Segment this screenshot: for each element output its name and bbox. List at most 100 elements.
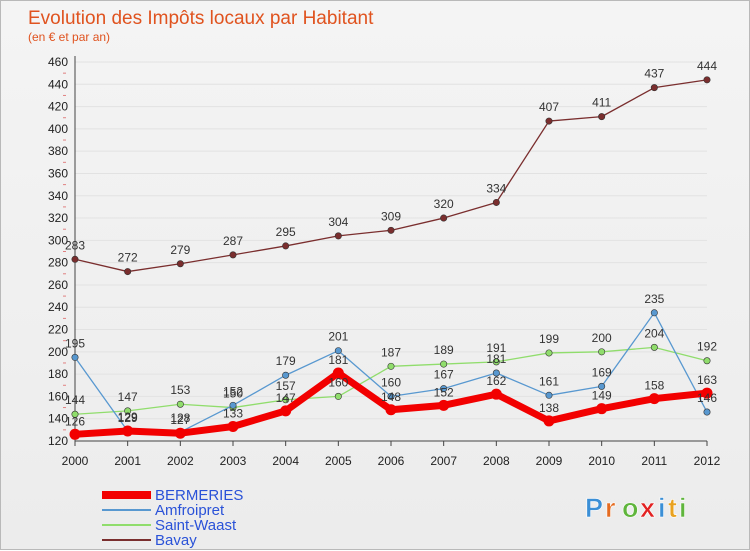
data-point (438, 399, 450, 411)
data-point (703, 408, 711, 416)
data-label: 304 (328, 215, 348, 229)
y-tick-label: 380 (48, 144, 68, 158)
data-point (545, 349, 553, 357)
legend-label: Saint-Waast (155, 517, 237, 534)
logo-letter: x (640, 493, 656, 523)
data-label: 128 (170, 411, 190, 425)
data-point (650, 84, 658, 92)
y-tick-label: 240 (48, 300, 68, 314)
data-point (492, 358, 500, 366)
y-tick-label: 300 (48, 233, 68, 247)
data-label: 169 (592, 365, 612, 379)
data-label: 320 (434, 197, 454, 211)
data-point (545, 117, 553, 125)
data-point (440, 214, 448, 222)
y-tick-label: 260 (48, 278, 68, 292)
data-point (334, 232, 342, 240)
axes: 120 140 160 180 200 220 240 260 280 300 320 340 360 3… (48, 55, 721, 468)
logo-letter: r (605, 493, 617, 523)
data-label: 201 (328, 330, 348, 344)
data-label: 153 (170, 383, 190, 397)
data-point (492, 198, 500, 206)
data-point (703, 357, 711, 365)
data-label: 309 (381, 209, 401, 223)
data-label: 146 (697, 391, 717, 405)
data-label: 144 (65, 393, 85, 407)
data-point (71, 255, 79, 263)
x-tick-label: 2007 (430, 454, 457, 468)
data-label: 161 (539, 374, 559, 388)
data-point (334, 347, 342, 355)
data-point (124, 407, 132, 415)
data-label: 235 (644, 292, 664, 306)
data-point (122, 425, 134, 437)
logo-letter: i (658, 493, 667, 523)
data-label: 129 (118, 411, 138, 425)
data-label: 204 (644, 326, 664, 340)
data-point (440, 385, 448, 393)
data-point (332, 367, 344, 379)
data-point (545, 391, 553, 399)
data-point (598, 382, 606, 390)
data-point (598, 113, 606, 121)
data-point (650, 309, 658, 317)
data-point (385, 404, 397, 416)
data-label: 444 (697, 59, 717, 73)
data-label: 199 (539, 332, 559, 346)
data-label: 181 (486, 352, 506, 366)
data-point (596, 403, 608, 415)
data-point (124, 268, 132, 276)
data-point (227, 421, 239, 433)
data-point (598, 348, 606, 356)
logo-letter: o (622, 493, 640, 523)
y-tick-label: 220 (48, 323, 68, 337)
data-label: 160 (328, 375, 348, 389)
data-point (71, 353, 79, 361)
x-tick-label: 2009 (536, 454, 563, 468)
data-label: 283 (65, 238, 85, 252)
data-point (387, 392, 395, 400)
y-tick-label: 420 (48, 100, 68, 114)
data-point (176, 400, 184, 408)
data-label: 138 (539, 401, 559, 415)
y-tick-label: 200 (48, 345, 68, 359)
data-label: 158 (644, 379, 664, 393)
y-tick-label: 320 (48, 211, 68, 225)
data-label: 147 (276, 391, 296, 405)
y-tick-label: 400 (48, 122, 68, 136)
y-tick-label: 460 (48, 55, 68, 69)
data-label: 200 (592, 331, 612, 345)
x-tick-label: 2003 (220, 454, 247, 468)
data-label: 147 (118, 390, 138, 404)
data-label: 157 (276, 379, 296, 393)
data-label: 189 (434, 343, 454, 357)
chart-title: Evolution des Impôts locaux par Habitant (28, 8, 374, 29)
legend-label: BERMERIES (155, 487, 243, 504)
data-point (282, 242, 290, 250)
x-tick-label: 2002 (167, 454, 194, 468)
x-tick-label: 2006 (378, 454, 405, 468)
data-label: 126 (65, 414, 85, 428)
data-label: 163 (697, 373, 717, 387)
data-label: 411 (592, 96, 611, 110)
data-label: 181 (328, 353, 348, 367)
x-tick-label: 2000 (62, 454, 89, 468)
data-label: 287 (223, 234, 243, 248)
data-label: 133 (223, 407, 243, 421)
data-point (492, 369, 500, 377)
legend-label: Bavay (155, 532, 197, 549)
data-label: 162 (486, 374, 506, 388)
data-label: 437 (644, 67, 664, 81)
data-label: 179 (276, 354, 296, 368)
data-label: 167 (434, 368, 454, 382)
data-point (280, 405, 292, 417)
legend-label: Amfroipret (155, 502, 225, 519)
data-point (71, 410, 79, 418)
data-point (701, 387, 713, 399)
series-layer (69, 76, 713, 440)
data-point (648, 393, 660, 405)
data-point (650, 343, 658, 351)
